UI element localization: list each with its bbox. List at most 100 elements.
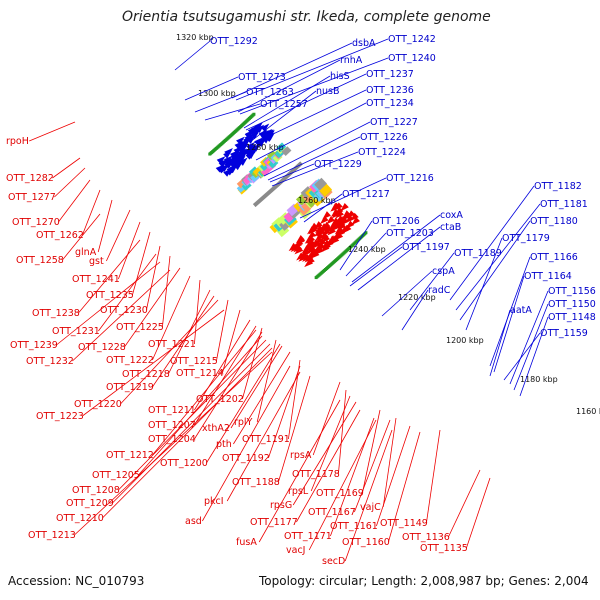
tick-label: 1260 kbp xyxy=(298,196,336,205)
gc-mark xyxy=(364,231,368,235)
feature-block xyxy=(260,166,271,177)
label-connector xyxy=(493,275,525,373)
gene-label: OTT_1150 xyxy=(548,299,596,310)
label-connector xyxy=(362,409,381,494)
gene-label: OTT_1171 xyxy=(284,531,332,542)
label-connector xyxy=(194,319,251,411)
label-connector xyxy=(235,38,389,101)
reverse-gene-arrow xyxy=(345,214,354,224)
reverse-gene-arrow xyxy=(335,210,344,219)
gene-label: OTT_1263 xyxy=(246,87,294,98)
label-connector xyxy=(184,76,239,101)
label-connector xyxy=(426,429,441,524)
gc-mark xyxy=(252,112,256,116)
forward-gene-arrow xyxy=(238,157,248,166)
gene-label: vajC xyxy=(360,502,381,513)
label-connector xyxy=(308,419,377,551)
reverse-gene-arrow xyxy=(351,216,361,226)
label-connector xyxy=(344,429,393,562)
gene-label: OTT_1228 xyxy=(78,342,126,353)
gene-label: OTT_1160 xyxy=(342,537,390,548)
label-connector xyxy=(519,316,549,397)
label-connector xyxy=(230,345,283,429)
label-connector xyxy=(82,309,225,417)
gene-label: OTT_1262 xyxy=(36,230,84,241)
tick-label: 1240 kbp xyxy=(348,245,386,254)
label-connector xyxy=(382,417,397,508)
gene-label: OTT_1219 xyxy=(106,382,154,393)
gene-label: OTT_1180 xyxy=(530,216,578,227)
gene-label: OTT_1136 xyxy=(402,532,450,543)
gene-label: OTT_1258 xyxy=(16,255,64,266)
label-connector xyxy=(174,40,211,71)
label-connector xyxy=(267,136,361,181)
gene-label: OTT_1235 xyxy=(86,290,134,301)
label-connector xyxy=(206,343,281,464)
gene-label: OTT_1181 xyxy=(540,199,588,210)
gene-label: OTT_1209 xyxy=(66,498,114,509)
gene-label: OTT_1238 xyxy=(32,308,80,319)
reverse-gene-arrow xyxy=(309,222,319,231)
label-connector xyxy=(503,332,541,381)
reverse-gene-arrow xyxy=(331,217,340,226)
forward-gene-arrow xyxy=(236,136,245,145)
reverse-gene-arrow xyxy=(322,211,331,220)
gene-label: pth xyxy=(216,439,232,450)
gene-label: OTT_1239 xyxy=(10,340,58,351)
label-connector xyxy=(292,401,357,506)
label-connector xyxy=(299,177,387,219)
label-connector xyxy=(357,226,441,291)
gene-label: vacJ xyxy=(286,545,305,556)
reverse-gene-arrow xyxy=(321,221,331,231)
gene-label: OTT_1216 xyxy=(386,173,434,184)
label-connector xyxy=(339,220,373,271)
forward-gene-arrow xyxy=(216,156,226,165)
label-connector xyxy=(409,252,455,311)
label-connector xyxy=(245,73,367,131)
label-connector xyxy=(124,267,181,348)
gene-label: OTT_1203 xyxy=(386,228,434,239)
feature-block xyxy=(319,183,333,197)
label-connector xyxy=(194,279,201,345)
label-connector xyxy=(251,89,367,145)
tick-label: 1300 kbp xyxy=(198,89,236,98)
gene-label: aatA xyxy=(510,305,532,316)
gene-label: OTT_1182 xyxy=(534,181,582,192)
gene-label: OTT_1167 xyxy=(308,507,356,518)
gene-label: OTT_1282 xyxy=(6,173,54,184)
label-connector xyxy=(263,121,371,177)
gene-label: OTT_1231 xyxy=(52,326,100,337)
gene-label: OTT_1223 xyxy=(36,411,84,422)
label-connector xyxy=(448,469,481,538)
label-connector xyxy=(243,75,331,129)
label-connector xyxy=(449,185,535,301)
label-connector xyxy=(106,209,131,262)
gene-label: OTT_1177 xyxy=(250,517,298,528)
label-connector xyxy=(54,167,86,198)
gene-label: OTT_1222 xyxy=(106,355,154,366)
gene-label: dsbA xyxy=(352,38,376,49)
label-connector xyxy=(97,199,113,253)
reverse-gene-arrow xyxy=(326,216,335,225)
gene-label: secD xyxy=(322,556,345,567)
feature-block xyxy=(314,177,327,191)
gene-label: OTT_1241 xyxy=(72,274,120,285)
gene-label: OTT_1179 xyxy=(502,233,550,244)
label-connector xyxy=(401,289,429,331)
label-connector xyxy=(351,214,441,283)
gene-label: OTT_1159 xyxy=(540,328,588,339)
gene-label: OTT_1206 xyxy=(372,216,420,227)
feature-block xyxy=(281,146,292,157)
label-connector xyxy=(312,381,341,456)
gene-label: OTT_1189 xyxy=(454,248,502,259)
label-connector xyxy=(269,163,315,183)
forward-gene-arrow xyxy=(246,135,256,144)
gene-label: OTT_1224 xyxy=(358,147,406,158)
gene-label: OTT_1257 xyxy=(260,99,308,110)
gene-label: OTT_1192 xyxy=(222,453,270,464)
gene-label: OTT_1211 xyxy=(148,405,196,416)
label-connector xyxy=(72,269,171,362)
gene-label: OTT_1204 xyxy=(148,434,196,445)
label-connector xyxy=(222,309,241,374)
label-connector xyxy=(56,261,161,346)
